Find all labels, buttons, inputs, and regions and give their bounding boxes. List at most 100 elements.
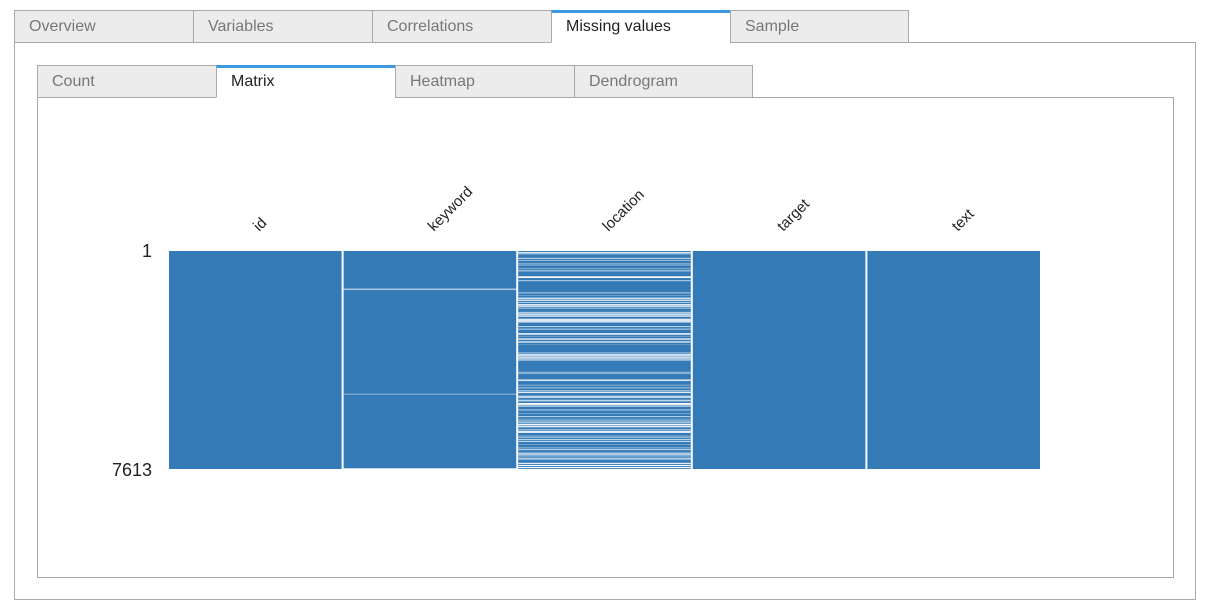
matrix-columns: id keyword location target text — [169, 183, 1040, 470]
missing-row-stripe — [518, 400, 691, 402]
missing-row-stripe — [518, 379, 691, 381]
missing-row-stripe — [518, 437, 691, 438]
tab-heatmap[interactable]: Heatmap — [395, 65, 574, 98]
missing-row-stripe — [518, 396, 691, 399]
missing-row-stripe — [518, 354, 691, 356]
missing-row-stripe — [518, 342, 691, 343]
missing-row-stripe — [518, 464, 691, 467]
row-label-first: 1 — [142, 241, 152, 261]
missing-row-stripe — [518, 338, 691, 340]
column-label-target: target — [774, 195, 814, 235]
missing-row-stripe — [518, 300, 691, 301]
tab-correlations[interactable]: Correlations — [372, 10, 551, 43]
tab-overview[interactable]: Overview — [14, 10, 193, 43]
missing-row-stripe — [518, 276, 691, 278]
missing-row-stripe — [518, 448, 691, 450]
missing-row-stripe — [518, 302, 691, 303]
matrix-panel: 1 7613 id keyword location target text — [37, 97, 1174, 578]
missing-row-stripe — [518, 326, 691, 328]
row-label-last: 7613 — [112, 460, 152, 480]
missing-row-stripe — [343, 288, 517, 290]
missing-row-stripe — [518, 338, 691, 340]
matrix-column-text — [867, 251, 1040, 469]
missing-row-stripe — [518, 456, 691, 458]
missing-row-stripe — [518, 268, 691, 269]
missing-row-stripe — [518, 425, 691, 427]
missing-row-stripe — [518, 435, 691, 437]
missing-row-stripe — [518, 426, 691, 428]
missing-row-stripe — [518, 277, 691, 279]
matrix-column-target — [692, 251, 866, 469]
missing-row-stripe — [518, 392, 691, 394]
missing-row-stripe — [518, 298, 691, 300]
missing-row-stripe — [343, 393, 517, 395]
missing-values-matrix-chart: 1 7613 id keyword location target text — [112, 183, 1040, 480]
missing-row-stripe — [518, 264, 691, 266]
column-label-text: text — [949, 205, 979, 235]
missing-row-stripe — [518, 319, 691, 320]
missing-row-stripe — [518, 338, 691, 340]
missing-row-stripe — [518, 440, 691, 442]
missing-row-stripe — [518, 252, 691, 254]
missing-row-stripe — [518, 403, 691, 405]
missing-row-stripe — [518, 252, 691, 253]
missing-row-stripe — [518, 269, 691, 271]
missing-row-stripe — [518, 292, 691, 294]
tab-matrix[interactable]: Matrix — [216, 65, 395, 98]
missing-row-stripe — [518, 455, 691, 457]
missing-row-stripe — [518, 311, 691, 313]
missing-row-stripe — [518, 320, 691, 322]
missing-row-stripe — [518, 371, 691, 373]
outer-tab-bar: Overview Variables Correlations Missing … — [14, 10, 909, 43]
missing-row-stripe — [518, 315, 691, 317]
missing-row-stripe — [518, 431, 691, 433]
missing-row-stripe — [518, 429, 691, 431]
missing-row-stripe — [518, 321, 691, 323]
missing-row-stripe — [518, 297, 691, 299]
missing-row-stripe — [518, 439, 691, 440]
missing-row-stripe — [518, 400, 691, 401]
missing-row-stripe — [518, 341, 691, 343]
missing-row-stripe — [518, 416, 691, 418]
tab-sample[interactable]: Sample — [730, 10, 909, 43]
missing-row-stripe — [518, 390, 691, 392]
column-label-keyword: keyword — [425, 183, 477, 235]
missing-row-stripe — [518, 459, 691, 460]
inner-tab-bar: Count Matrix Heatmap Dendrogram — [37, 65, 753, 98]
missing-row-stripe — [518, 304, 691, 306]
missing-row-stripe — [518, 462, 691, 464]
column-label-id: id — [250, 215, 270, 235]
missing-row-stripe — [518, 328, 691, 330]
missing-row-stripe — [518, 280, 691, 282]
missing-row-stripe — [518, 423, 691, 425]
tab-count[interactable]: Count — [37, 65, 216, 98]
missing-row-stripe — [518, 318, 691, 320]
tab-missing-values[interactable]: Missing values — [551, 10, 730, 43]
missing-row-stripe — [518, 467, 691, 469]
missing-row-stripe — [518, 312, 691, 314]
missing-row-stripe — [518, 356, 691, 358]
matrix-column-keyword — [343, 251, 517, 469]
missing-row-stripe — [518, 409, 691, 411]
missing-row-stripe — [518, 313, 691, 315]
missing-row-stripe — [518, 420, 691, 421]
missing-row-stripe — [518, 399, 691, 401]
missing-row-stripe — [518, 444, 691, 445]
missing-row-stripe — [518, 260, 691, 261]
missing-row-stripe — [518, 353, 691, 355]
tab-variables[interactable]: Variables — [193, 10, 372, 43]
missing-row-stripe — [518, 305, 691, 307]
missing-row-stripe — [518, 300, 691, 301]
missing-row-stripe — [518, 395, 691, 397]
missing-row-stripe — [518, 295, 691, 296]
missing-row-stripe — [518, 298, 691, 300]
missing-row-stripe — [518, 319, 691, 321]
missing-row-stripe — [518, 306, 691, 308]
missing-row-stripe — [518, 384, 691, 386]
missing-row-stripe — [518, 458, 691, 460]
missing-row-stripe — [518, 452, 691, 454]
missing-row-stripe — [518, 271, 691, 272]
missing-row-stripe — [518, 334, 691, 336]
tab-dendrogram[interactable]: Dendrogram — [574, 65, 753, 98]
missing-row-stripe — [518, 253, 691, 255]
